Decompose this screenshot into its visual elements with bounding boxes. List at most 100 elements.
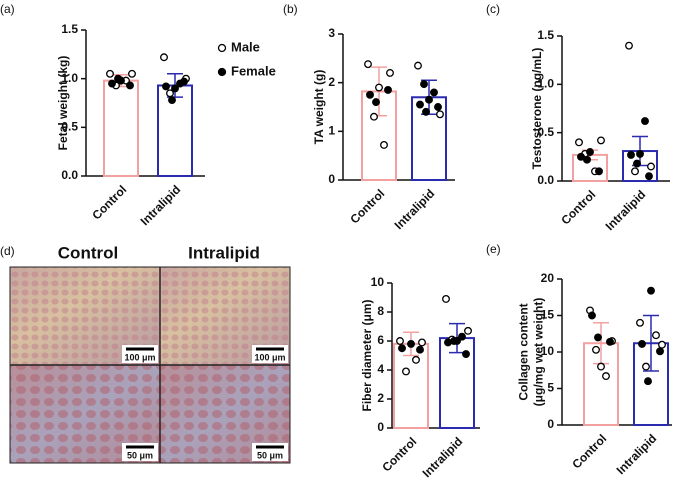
female-point [108, 79, 116, 88]
male-point [412, 355, 420, 364]
female-point [594, 333, 602, 342]
female-point [398, 344, 406, 353]
male-point [370, 112, 378, 121]
female-point [636, 149, 644, 158]
female-point [641, 117, 649, 126]
female-point [595, 167, 603, 176]
scale-bar: 100 μm 100 μm 50 μm 50 μm [122, 345, 288, 461]
male-point [414, 61, 422, 70]
x-tick-label: Control [347, 186, 387, 226]
male-point [597, 362, 605, 371]
male-point [575, 138, 583, 147]
male-point [652, 331, 660, 340]
y-axis-label: Fetal weight (kg) [56, 56, 70, 151]
female-point [384, 86, 392, 94]
female-point [416, 345, 424, 354]
female-point [645, 172, 653, 181]
x-tick-label: Intralipid [420, 434, 466, 480]
y-axis-label: TA weight (g) [312, 70, 326, 145]
female-point [114, 74, 122, 83]
male-point [166, 89, 174, 98]
x-tick-label: Intralipid [614, 431, 660, 477]
male-point [436, 110, 444, 119]
y-tick-label: 8 [377, 304, 384, 318]
legend-label: Female [231, 63, 276, 78]
male-point [442, 295, 450, 303]
female-point [462, 350, 470, 358]
y-tick-label: 6 [377, 333, 384, 347]
female-point [168, 96, 176, 105]
y-tick-label: 2 [328, 75, 335, 89]
y-tick-label: 1 [328, 124, 335, 138]
female-point [180, 77, 188, 86]
legend-marker [217, 67, 227, 77]
female-point [372, 98, 380, 107]
y-tick-label: 20 [541, 271, 555, 285]
y-tick-label: 2 [377, 391, 384, 405]
x-tick-label: Intralipid [138, 182, 184, 228]
panel-label: (d) [0, 244, 15, 258]
y-tick-label: 0.5 [537, 125, 554, 139]
panel-label: (e) [486, 242, 501, 256]
female-point [416, 100, 424, 109]
legend-label: Male [231, 39, 260, 54]
female-point [606, 337, 614, 346]
male-point [647, 162, 655, 171]
error-bar [643, 314, 659, 372]
frame [9, 266, 291, 464]
male-point [380, 141, 388, 149]
y-tick-label: 0 [547, 417, 554, 431]
y-axis-label: Fiber diameter (μm) [360, 299, 374, 411]
female-point [633, 159, 641, 168]
y-tick-label: 1.5 [61, 22, 78, 36]
y-axis-label: Collagen content [517, 303, 531, 400]
female-point [656, 347, 664, 356]
male-point [642, 362, 650, 371]
y-tick-label: 1.5 [537, 28, 554, 42]
scale-label: 50 μm [257, 450, 283, 460]
male-point [597, 136, 605, 145]
male-point [464, 326, 472, 335]
male-point [658, 340, 666, 349]
female-point [126, 81, 134, 90]
panel-label: (b) [283, 2, 298, 16]
scale-label: 100 μm [124, 352, 155, 362]
legend-marker [217, 43, 227, 53]
female-point [171, 84, 179, 93]
male-point [625, 41, 633, 50]
panel-label: (a) [0, 2, 15, 16]
male-point [602, 372, 610, 381]
y-tick-label: 4 [377, 362, 384, 376]
female-point [458, 332, 466, 341]
male-point [402, 367, 410, 376]
y-tick-label: 0 [328, 172, 335, 186]
male-point [631, 167, 639, 176]
male-point [418, 338, 426, 347]
female-point [586, 148, 594, 156]
column-label: Intralipid [188, 243, 260, 262]
female-point [422, 107, 430, 116]
x-tick-label: Intralipid [392, 186, 438, 232]
bar [393, 342, 429, 429]
x-tick-label: Control [379, 434, 419, 474]
male-point [128, 69, 136, 78]
y-axis-label: (μg/mg wet weight) [532, 298, 546, 407]
y-tick-label: 3 [328, 26, 335, 40]
female-point [407, 339, 415, 348]
y-axis-label: Testosterone (ng/mL) [530, 48, 544, 170]
female-point [647, 286, 655, 295]
y-tick-label: 10 [371, 275, 385, 289]
female-point [627, 150, 635, 159]
y-tick-label: 15 [541, 308, 555, 322]
y-tick-label: 0.0 [537, 173, 554, 187]
female-point [430, 88, 438, 97]
male-point [386, 68, 394, 77]
y-tick-label: 0.0 [61, 168, 78, 182]
female-point [434, 103, 442, 111]
y-tick-label: 1.0 [61, 71, 78, 85]
y-tick-label: 5 [547, 381, 554, 395]
male-point [160, 53, 168, 62]
male-point [375, 83, 383, 92]
female-point [450, 337, 458, 345]
